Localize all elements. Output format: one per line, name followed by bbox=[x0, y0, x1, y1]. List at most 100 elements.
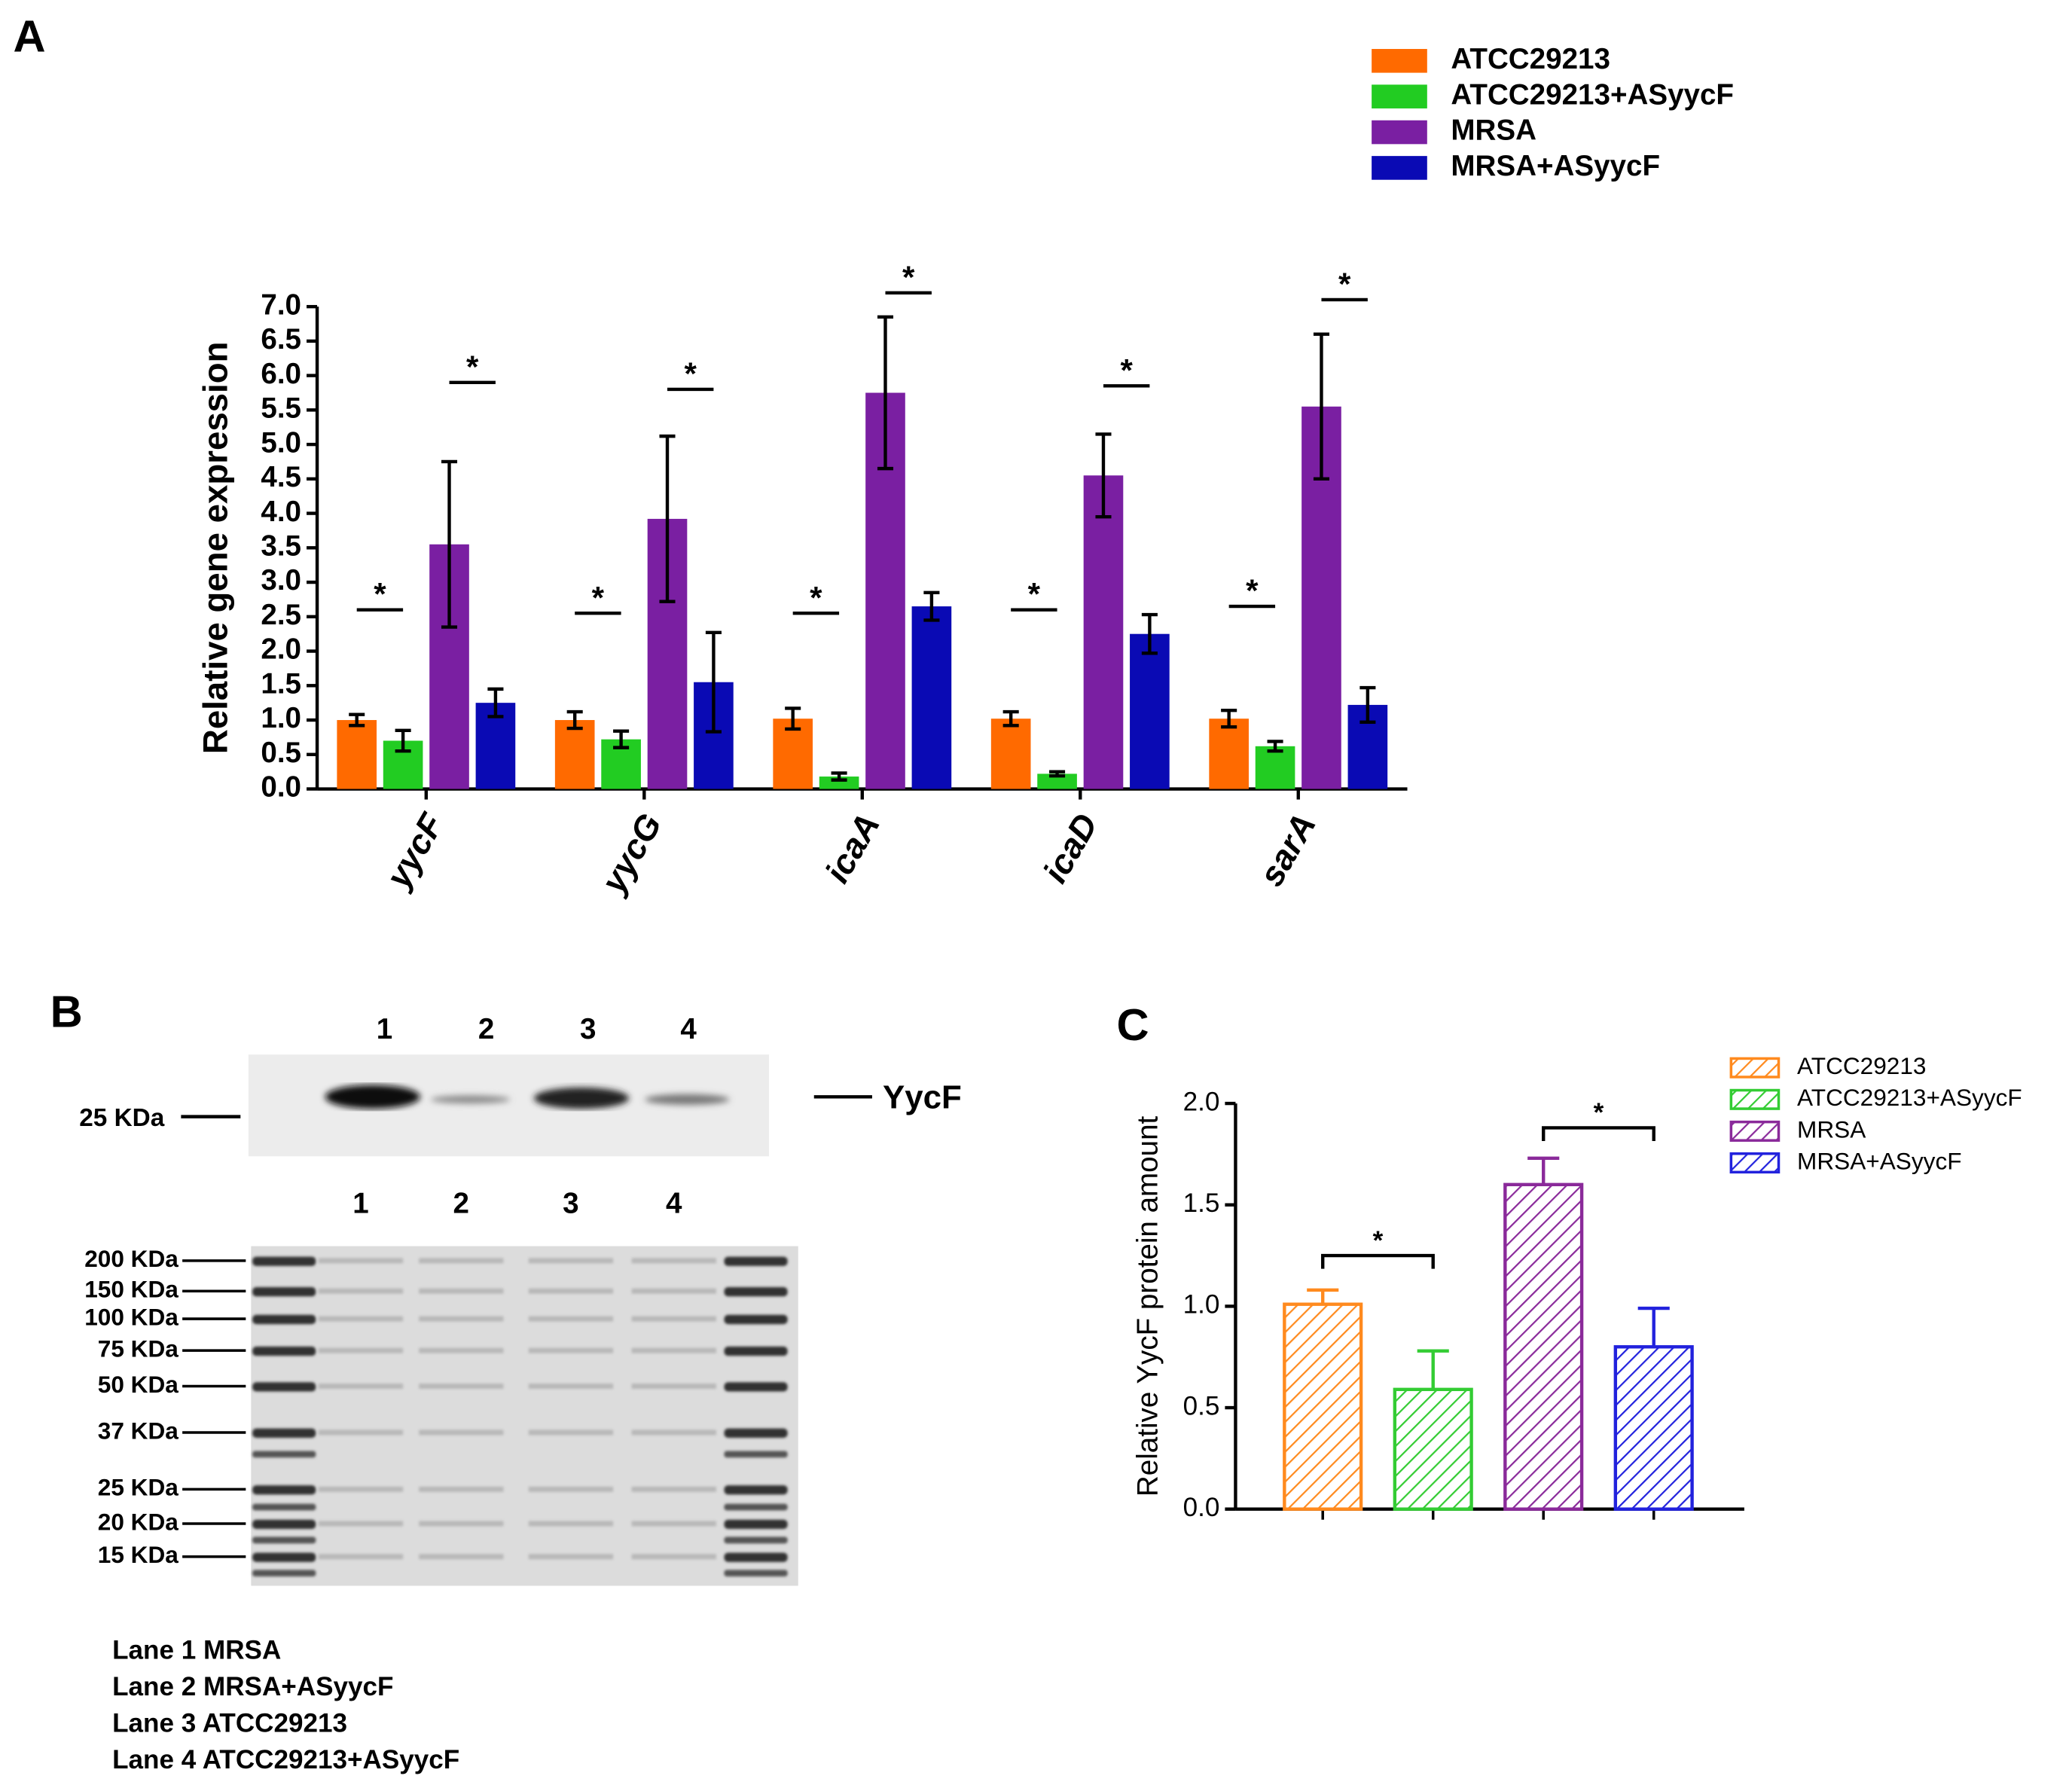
marker-label: 20 KDa bbox=[98, 1508, 179, 1535]
error-bar bbox=[395, 728, 411, 753]
lane-band bbox=[318, 1429, 404, 1436]
x-tick-label: sarA bbox=[1252, 807, 1323, 892]
bar bbox=[1393, 1387, 1473, 1511]
error-bar bbox=[1359, 685, 1376, 724]
ladder-band bbox=[252, 1286, 316, 1297]
lane-number: 4 bbox=[680, 1013, 697, 1045]
bar bbox=[1613, 1345, 1694, 1511]
legend-swatch bbox=[1729, 1057, 1781, 1079]
blot-bands bbox=[325, 1085, 730, 1109]
lane-band bbox=[528, 1486, 614, 1492]
marker-label: 150 KDa bbox=[84, 1276, 179, 1303]
significance-label: * bbox=[685, 356, 697, 392]
lane-band bbox=[419, 1347, 504, 1353]
legend-swatch bbox=[1372, 156, 1427, 180]
error-bar bbox=[1221, 709, 1237, 729]
lane-band bbox=[528, 1288, 614, 1294]
significance-bar bbox=[1321, 1253, 1435, 1269]
legend-label: ATCC29213+ASyycF bbox=[1451, 78, 1734, 111]
lane-band bbox=[528, 1554, 614, 1560]
lane-band bbox=[318, 1316, 404, 1322]
lane-band bbox=[318, 1486, 404, 1492]
lane-band bbox=[318, 1258, 404, 1264]
significance-label: * bbox=[374, 576, 386, 612]
ladder-band bbox=[252, 1314, 316, 1325]
y-tick-label: 4.0 bbox=[261, 496, 301, 528]
ladder-band bbox=[724, 1428, 788, 1438]
error-bar bbox=[877, 315, 894, 471]
panel-label: C bbox=[1117, 999, 1149, 1050]
error-bar bbox=[1527, 1156, 1560, 1185]
y-tick-label: 2.5 bbox=[261, 599, 301, 631]
marker-label: 100 KDa bbox=[84, 1303, 179, 1330]
ladder-band bbox=[724, 1451, 788, 1458]
bar bbox=[1503, 1182, 1584, 1511]
lane-band bbox=[528, 1347, 614, 1353]
error-bar bbox=[705, 630, 722, 734]
lane-number: 3 bbox=[563, 1187, 578, 1219]
error-bar bbox=[1417, 1349, 1449, 1390]
lane-band bbox=[631, 1288, 716, 1294]
lane-legend: Lane 4 ATCC29213+ASyycF bbox=[112, 1745, 459, 1774]
y-tick-label: 2.0 bbox=[261, 633, 301, 666]
significance-label: * bbox=[1120, 352, 1133, 388]
ladder-band bbox=[724, 1256, 788, 1266]
bar bbox=[911, 606, 952, 789]
legend-label: MRSA bbox=[1451, 114, 1536, 147]
ladder-band bbox=[724, 1286, 788, 1297]
error-bar bbox=[1049, 770, 1066, 778]
bar bbox=[1209, 719, 1249, 789]
lane-number: 1 bbox=[377, 1013, 392, 1045]
lane-band bbox=[528, 1316, 614, 1322]
ladder-band bbox=[252, 1451, 316, 1458]
error-bar bbox=[566, 709, 583, 731]
lane-number: 2 bbox=[453, 1187, 469, 1219]
ladder-band bbox=[252, 1485, 316, 1495]
error-bar bbox=[659, 434, 676, 603]
ladder-band bbox=[724, 1519, 788, 1530]
ladder-band bbox=[252, 1382, 316, 1392]
marker-label: 25 KDa bbox=[98, 1474, 179, 1501]
ladder-band bbox=[724, 1552, 788, 1562]
western-blot bbox=[248, 1054, 770, 1157]
ladder-band bbox=[724, 1503, 788, 1511]
panel-label: A bbox=[14, 11, 46, 61]
lane-band bbox=[419, 1521, 504, 1527]
bar bbox=[1037, 773, 1077, 789]
lane-band bbox=[318, 1288, 404, 1294]
bar bbox=[337, 720, 377, 789]
lane-legend: Lane 1 MRSA bbox=[112, 1635, 281, 1664]
lane-band bbox=[528, 1429, 614, 1436]
significance-label: * bbox=[1373, 1226, 1384, 1256]
bar bbox=[1255, 746, 1295, 789]
lane-band bbox=[631, 1521, 716, 1527]
marker-label: 50 KDa bbox=[98, 1371, 179, 1398]
lane-legend: Lane 3 ATCC29213 bbox=[112, 1709, 347, 1738]
sds-gel bbox=[251, 1246, 798, 1586]
lane-band bbox=[631, 1554, 716, 1560]
bar bbox=[554, 720, 595, 789]
lane-band bbox=[631, 1384, 716, 1390]
lane-number: 1 bbox=[352, 1187, 368, 1219]
y-tick-label: 1.5 bbox=[1183, 1188, 1220, 1218]
lane-band bbox=[419, 1429, 504, 1436]
panel-label: B bbox=[50, 986, 83, 1036]
y-tick-label: 1.0 bbox=[261, 702, 301, 734]
lane-number: 2 bbox=[478, 1013, 494, 1045]
error-bar bbox=[1307, 1288, 1339, 1304]
significance-label: * bbox=[902, 259, 915, 294]
marker-label: 200 KDa bbox=[84, 1245, 179, 1272]
ladder-band bbox=[724, 1536, 788, 1544]
lane-band bbox=[631, 1258, 716, 1264]
y-tick-label: 7.0 bbox=[261, 288, 301, 321]
lane-band bbox=[318, 1521, 404, 1527]
x-tick-label: yycG bbox=[593, 807, 669, 901]
bar bbox=[1130, 633, 1170, 789]
legend-label: ATCC29213+ASyycF bbox=[1797, 1084, 2022, 1111]
y-tick-label: 2.0 bbox=[1183, 1087, 1220, 1116]
x-tick-label: icaA bbox=[818, 807, 887, 889]
y-tick-label: 5.5 bbox=[261, 392, 301, 425]
gel-bands bbox=[252, 1256, 788, 1577]
bar bbox=[1083, 475, 1124, 789]
lane-number: 3 bbox=[580, 1013, 596, 1045]
